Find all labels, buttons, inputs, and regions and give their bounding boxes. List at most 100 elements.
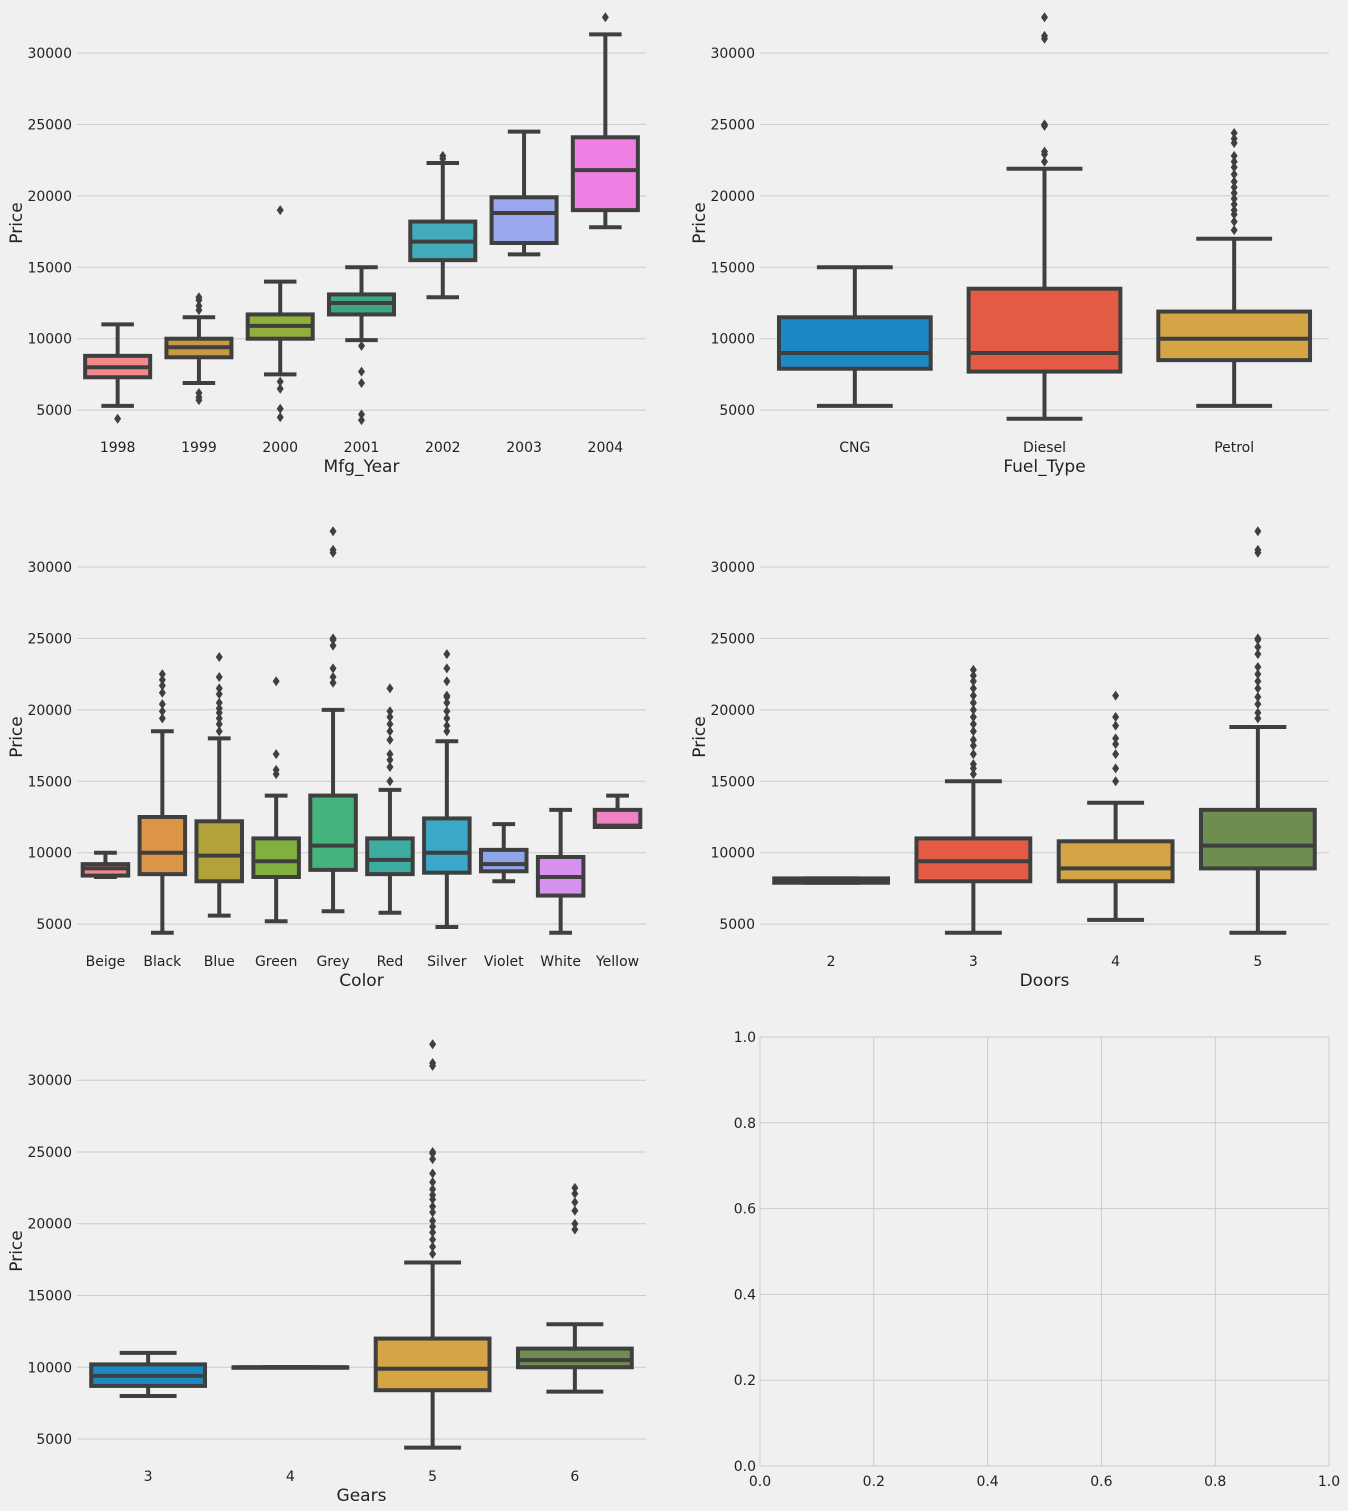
box-grey — [308, 526, 358, 914]
y-tick-label: 10000 — [27, 1360, 72, 1376]
box-beige — [80, 850, 131, 879]
outlier-point — [386, 776, 394, 787]
outlier-point — [215, 672, 223, 682]
y-tick-label: 20000 — [27, 189, 72, 205]
outlier-point — [1230, 133, 1238, 144]
outlier-point — [386, 734, 394, 745]
y-tick-label: 25000 — [27, 1145, 72, 1161]
outlier-point — [429, 1248, 437, 1259]
x-tick-label: 0.6 — [1090, 1474, 1112, 1490]
outlier-point — [329, 633, 337, 644]
box-red — [365, 683, 415, 915]
outlier-point — [1230, 182, 1238, 193]
y-tick-label: 5000 — [36, 917, 72, 933]
outlier-point — [969, 704, 977, 715]
outlier-point — [158, 699, 166, 710]
subplot-4: 5000 10000 15000 20000 25000 30000 2 3 4 5 Doors Pr… — [690, 526, 1329, 991]
y-tick-label: 15000 — [27, 1288, 72, 1304]
outlier-point — [429, 1168, 437, 1179]
y-axis-label: Price — [7, 202, 27, 243]
x-tick-label: 2000 — [262, 440, 298, 456]
outlier-point — [1230, 188, 1238, 198]
outlier-point — [1254, 633, 1262, 644]
outlier-point — [329, 640, 337, 651]
outlier-point — [1112, 776, 1120, 787]
y-tick-label: 20000 — [27, 703, 72, 719]
outlier-point — [429, 1184, 437, 1195]
x-axis-label: Color — [339, 971, 383, 991]
y-tick-label: 30000 — [27, 1073, 72, 1089]
outlier-point — [443, 663, 451, 674]
outlier-point — [215, 703, 223, 714]
outlier-point — [969, 740, 977, 751]
outlier-point — [1254, 699, 1262, 710]
outlier-point — [429, 1241, 437, 1252]
outlier-point — [1041, 12, 1048, 23]
x-tick-label: 1999 — [181, 440, 217, 456]
y-tick-label: 30000 — [27, 560, 72, 576]
x-tick-label: Green — [255, 954, 297, 970]
outlier-point — [276, 383, 284, 394]
outlier-point — [1112, 720, 1120, 731]
box-2000 — [245, 205, 315, 423]
y-tick-label: 10000 — [710, 846, 755, 862]
outlier-point — [1254, 683, 1262, 694]
outlier-point — [329, 677, 337, 688]
outlier-point — [329, 544, 337, 555]
outlier-point — [195, 300, 203, 311]
y-axis-label: Price — [7, 1230, 27, 1271]
outlier-point — [429, 1057, 437, 1068]
outlier-point — [1112, 733, 1120, 744]
y-tick-label: 25000 — [710, 117, 755, 133]
box-2 — [772, 876, 891, 885]
outlier-point — [215, 697, 223, 708]
subplot-3: 5000 10000 15000 20000 25000 30000 Beige Black B… — [7, 526, 646, 991]
subplot-1: 5000 10000 15000 20000 25000 30000 1998 1999 200… — [7, 12, 646, 477]
subplot-2: 5000 10000 15000 20000 25000 30000 CNG Diesel Pe… — [690, 12, 1329, 477]
x-tick-label: Beige — [86, 954, 126, 970]
box-diesel — [966, 12, 1123, 421]
outlier-point — [386, 726, 394, 737]
outlier-point — [386, 712, 394, 722]
iqr-box — [776, 315, 933, 371]
box-1998 — [83, 322, 153, 424]
box-blue — [194, 652, 245, 918]
outlier-point — [1254, 713, 1262, 724]
box-4 — [231, 1365, 350, 1370]
x-tick-label: Violet — [484, 954, 524, 970]
outlier-point — [1254, 662, 1262, 672]
x-tick-label: 2001 — [344, 440, 380, 456]
y-tick-label: 0.2 — [734, 1373, 756, 1389]
y-tick-label: 15000 — [710, 260, 755, 276]
outlier-point — [276, 412, 284, 423]
outlier-point — [443, 676, 451, 687]
x-tick-label: Red — [377, 954, 404, 970]
box-violet — [478, 822, 529, 884]
x-tick-label: 2002 — [425, 440, 461, 456]
outlier-point — [443, 720, 451, 731]
box-5 — [373, 1039, 492, 1450]
y-tick-label: 15000 — [710, 774, 755, 790]
box-green — [251, 676, 301, 924]
box-black — [137, 669, 188, 935]
box-yellow — [592, 793, 643, 829]
outlier-point — [358, 366, 365, 377]
x-tick-label: 3 — [969, 954, 978, 970]
outlier-point — [215, 726, 223, 737]
y-tick-label: 30000 — [710, 46, 755, 62]
outlier-point — [215, 652, 223, 662]
outlier-point — [571, 1182, 579, 1193]
iqr-box — [1156, 309, 1313, 363]
outlier-point — [276, 403, 284, 414]
iqr-box — [365, 836, 415, 877]
outlier-point — [195, 292, 203, 303]
outlier-point — [571, 1205, 579, 1216]
outlier-point — [386, 762, 394, 772]
outlier-point — [1254, 544, 1262, 555]
x-tick-label: CNG — [839, 440, 870, 456]
outlier-point — [443, 713, 451, 724]
subplot-6: 0.0 0.2 0.4 0.6 0.8 1.0 0.0 0.2 0.4 0.6 0.8 1.0 — [734, 1030, 1340, 1490]
outlier-point — [443, 690, 451, 701]
y-tick-label: 10000 — [27, 846, 72, 862]
x-tick-label: Diesel — [1023, 440, 1066, 456]
